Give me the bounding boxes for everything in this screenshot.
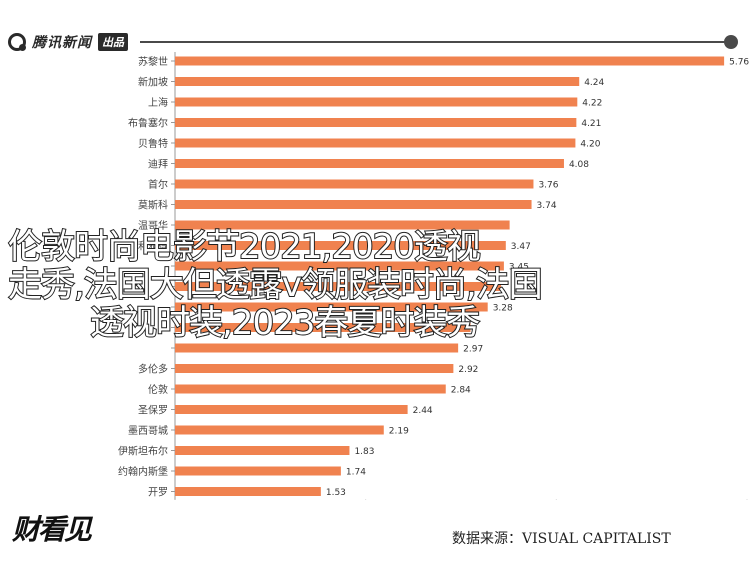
footer-logo: 财看见 [12, 513, 92, 546]
bar [175, 56, 725, 66]
data-label: 4.21 [581, 119, 601, 129]
category-label: 伦敦 [148, 383, 168, 396]
bar [175, 282, 502, 291]
category-label: 多伦多 [138, 363, 168, 376]
data-label: 2.19 [389, 427, 409, 437]
data-label: 1.53 [326, 488, 346, 498]
brand-logo: 腾讯新闻 出品 [8, 32, 128, 52]
data-label: 3.45 [509, 263, 529, 273]
category-label: 新加坡 [138, 76, 168, 89]
category-label: 温哥华 [138, 219, 168, 232]
header-divider [140, 41, 728, 43]
bar [175, 446, 350, 455]
bar [175, 466, 341, 476]
data-label: 3.74 [537, 201, 557, 211]
category-label: 迪拜 [148, 159, 168, 171]
bar [175, 261, 504, 271]
bar [175, 179, 534, 189]
bar [175, 425, 384, 435]
category-label: 墨西哥城 [128, 425, 168, 437]
category-label: 首尔 [148, 178, 168, 191]
data-label: 4.22 [582, 99, 602, 109]
bar [175, 384, 446, 394]
brand-logo-icon [8, 33, 26, 51]
overlay-title-line1: 伦敦时尚电影节2021,2020透视 [7, 227, 482, 267]
data-label: 1.74 [346, 468, 366, 478]
brand-text: 腾讯新闻 [32, 35, 92, 51]
bar-chart: 苏黎世 5.76 新加坡 4.24 上海 4.22 布鲁塞尔 4.21 贝鲁特 4.20 迪拜 4.0… [118, 52, 749, 500]
category-label: 开罗 [148, 487, 168, 499]
bar [175, 118, 577, 127]
data-label: 3.76 [538, 181, 558, 191]
data-label: 2.44 [413, 406, 433, 416]
category-label: 莫斯科 [138, 199, 168, 212]
data-label: 2.97 [463, 345, 483, 355]
category-label: 苏黎世 [138, 55, 168, 68]
overlay-title-line3: 透视时装,2023春夏时装秀 [89, 303, 481, 343]
category-label: 上海 [148, 96, 168, 109]
bar [175, 302, 488, 312]
overlay-title-line2: 走秀,法国大但透露v领服装时尚,法国 [7, 265, 544, 305]
category-label: 利雅得 [138, 240, 168, 253]
data-label: 2.84 [451, 386, 471, 396]
bar [175, 241, 506, 250]
data-label: 3.28 [493, 304, 513, 314]
data-label: 5.76 [729, 58, 749, 68]
bar [175, 405, 408, 414]
data-label: 1.83 [354, 447, 374, 457]
category-label: 约翰内斯堡 [118, 465, 168, 478]
bar [175, 323, 471, 332]
bar [175, 343, 459, 353]
category-label: 圣保罗 [138, 404, 168, 417]
header-divider-dot [724, 35, 738, 49]
category-label: 布鲁塞尔 [128, 117, 168, 130]
bar [175, 220, 510, 230]
bar [175, 77, 580, 86]
bar [175, 97, 578, 107]
brand-badge: 出品 [98, 33, 128, 51]
header: 腾讯新闻 出品 [0, 0, 750, 70]
category-label: 伊斯坦布尔 [118, 445, 168, 458]
bar [175, 364, 454, 373]
data-label: 4.24 [584, 78, 604, 88]
category-label: 贝鲁特 [138, 137, 168, 150]
data-label: 4.08 [569, 160, 589, 170]
data-label: 2.92 [458, 365, 478, 375]
data-label: 3.47 [511, 242, 531, 252]
bar [175, 487, 321, 496]
bar [175, 138, 576, 148]
bar [175, 200, 532, 209]
overlay-title: 伦敦时尚电影节2021,2020透视 走秀,法国大但透露v领服装时尚,法国 透视… [7, 227, 698, 343]
bar [175, 159, 564, 168]
data-label: 4.20 [580, 140, 600, 150]
data-source: 数据来源：VISUAL CAPITALIST [452, 531, 671, 547]
